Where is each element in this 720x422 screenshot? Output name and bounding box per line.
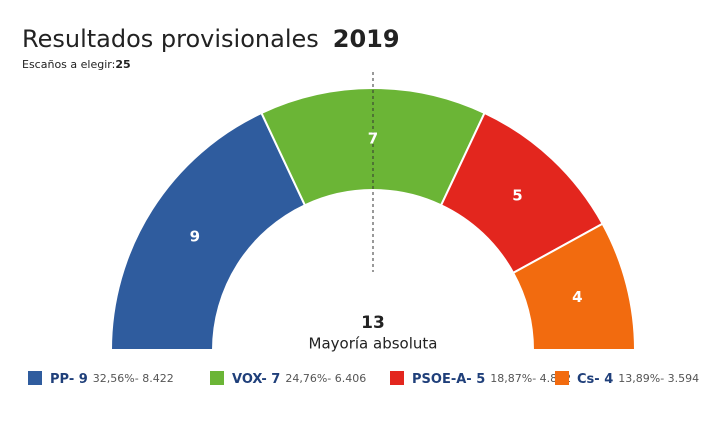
legend-detail: 18,87%- 4.882 <box>490 372 571 385</box>
title-text: Resultados provisionales <box>22 25 319 53</box>
legend-swatch <box>28 371 42 385</box>
legend-entry: VOX- 7 24,76%- 6.406 <box>232 372 366 387</box>
majority-seats: 13 <box>361 313 385 333</box>
seat-segment <box>511 222 637 351</box>
seat-label: 5 <box>512 187 522 205</box>
legend-label: Cs- 4 <box>577 372 613 387</box>
legend-entry: PSOE-A- 5 18,87%- 4.882 <box>412 372 571 387</box>
seat-label: 9 <box>190 227 200 245</box>
legend-detail: 32,56%- 8.422 <box>93 372 174 385</box>
seat-label: 4 <box>572 288 582 306</box>
legend-swatch <box>555 371 569 385</box>
legend-swatch <box>390 371 404 385</box>
legend-entry: Cs- 4 13,89%- 3.594 <box>577 372 699 387</box>
seat-label: 7 <box>368 130 378 148</box>
chart-title: Resultados provisionales 2019 <box>22 25 400 53</box>
legend-label: VOX- 7 <box>232 372 280 387</box>
legend-label: PP- 9 <box>50 372 88 387</box>
majority-label: Mayoría absoluta <box>309 335 438 353</box>
subtitle: Escaños a elegir:25 <box>22 58 131 71</box>
subtitle-text: Escaños a elegir: <box>22 58 115 71</box>
legend-label: PSOE-A- 5 <box>412 372 485 387</box>
legend-detail: 24,76%- 6.406 <box>285 372 366 385</box>
legend-entry: PP- 9 32,56%- 8.422 <box>50 372 174 387</box>
total-seats: 25 <box>115 58 130 71</box>
title-year: 2019 <box>333 25 400 53</box>
seat-segment <box>109 111 307 351</box>
legend-detail: 13,89%- 3.594 <box>618 372 699 385</box>
legend-swatch <box>210 371 224 385</box>
